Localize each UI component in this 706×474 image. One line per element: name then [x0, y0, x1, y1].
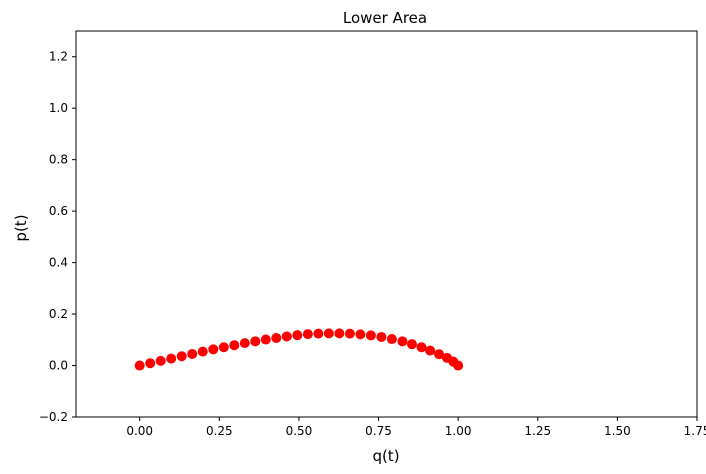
data-point — [187, 348, 198, 359]
x-tick-label: 0.75 — [365, 424, 392, 438]
data-point — [416, 342, 427, 353]
data-point — [218, 342, 229, 353]
data-point — [355, 329, 366, 340]
data-point — [292, 330, 303, 341]
data-point — [334, 328, 345, 339]
y-tick-label: 0.8 — [49, 153, 68, 167]
y-tick-label: 1.0 — [49, 101, 68, 115]
y-tick-label: 0.4 — [49, 256, 68, 270]
data-points — [134, 328, 464, 371]
x-axis: 0.00 0.25 0.50 0.75 1.00 1.25 1.50 1.75 — [126, 417, 706, 438]
data-point — [365, 330, 376, 341]
data-point — [323, 328, 334, 339]
data-point — [302, 329, 313, 340]
data-point — [208, 344, 219, 355]
data-point — [406, 339, 417, 350]
x-tick-label: 0.25 — [206, 424, 233, 438]
data-point — [453, 360, 464, 371]
data-point — [145, 358, 156, 369]
data-point — [155, 355, 166, 366]
data-point — [176, 351, 187, 362]
x-tick-label: 1.25 — [524, 424, 551, 438]
data-point — [434, 349, 445, 360]
data-point — [250, 336, 261, 347]
data-point — [166, 353, 177, 364]
y-axis-label: p(t) — [12, 214, 30, 241]
data-point — [229, 340, 240, 351]
x-tick-label: 1.00 — [445, 424, 472, 438]
data-point — [425, 345, 436, 356]
data-point — [313, 328, 324, 339]
y-tick-label: −0.2 — [39, 410, 68, 424]
chart-title: Lower Area — [343, 9, 427, 27]
data-point — [344, 328, 355, 339]
data-point — [386, 334, 397, 345]
data-point — [397, 336, 408, 347]
data-point — [197, 346, 208, 357]
x-tick-label: 0.50 — [286, 424, 313, 438]
data-point — [134, 360, 145, 371]
plot-area — [75, 30, 698, 418]
data-point — [376, 331, 387, 342]
data-point — [260, 334, 271, 345]
x-axis-label: q(t) — [372, 447, 399, 465]
data-point — [239, 338, 250, 349]
y-axis: −0.2 0.0 0.2 0.4 0.6 0.8 1.0 1.2 — [39, 50, 76, 424]
y-tick-label: 1.2 — [49, 50, 68, 64]
data-point — [271, 332, 282, 343]
y-tick-label: 0.6 — [49, 204, 68, 218]
y-tick-label: 0.2 — [49, 307, 68, 321]
x-tick-label: 1.75 — [684, 424, 706, 438]
data-point — [281, 331, 292, 342]
y-tick-label: 0.0 — [49, 359, 68, 373]
x-tick-label: 0.00 — [126, 424, 153, 438]
x-tick-label: 1.50 — [604, 424, 631, 438]
